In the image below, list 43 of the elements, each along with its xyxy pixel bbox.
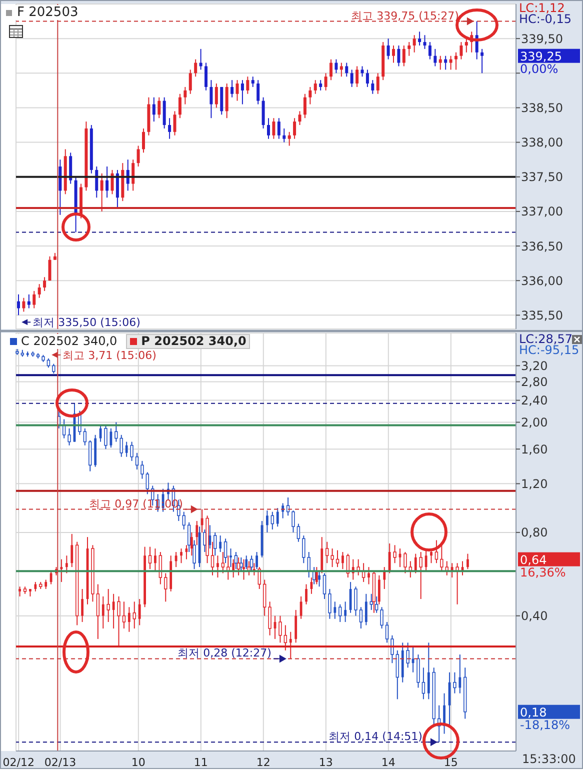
x-tick-label: 10 [131,756,146,769]
x-tick-label: 12 [256,756,270,769]
annotation: 최저 335,50 (15:06) [32,316,140,330]
y-tick-label: 338,50 [521,100,563,115]
text: HC:-0,15 [519,12,572,26]
text: LC:28,57 [519,332,572,346]
x-tick-label: 02/13 [44,756,76,769]
x-tick-label: 15 [444,756,458,769]
text: LC:1,12 [519,1,565,15]
y-tick-label: 1,20 [521,476,548,491]
text: 15:33:00 [522,752,576,766]
x-tick-label: 11 [194,756,208,769]
y-tick-label: 337,00 [521,204,563,219]
y-tick-label: 339,50 [521,32,563,46]
x-tick-label: 13 [318,756,333,769]
annotation: 최고 3,71 (15:06) [62,348,156,362]
text: HC:-95,15 [519,343,580,357]
annotation: 최저 0,14 (14:51) [328,730,422,744]
x-tick-label: 02/12 [2,756,34,769]
y-tick-label: 335,50 [521,308,563,322]
y-tick-label: 2,00 [521,416,548,430]
text: 0,18 [520,705,547,720]
annotation: 최고 339,75 (15:27) [351,9,459,22]
text: -18,18% [520,718,570,732]
chart-title: F 202503 [17,5,78,20]
text: 339,25 [520,49,562,64]
text: 16,36% [520,565,566,580]
y-tick-label: 338,00 [521,136,563,150]
x-tick-label: 14 [381,756,396,769]
legend-label: P 202502 340,0 [141,334,246,348]
y-tick-label: 2,40 [521,394,548,408]
annotation: 최저 0,28 (12:27) [178,646,272,660]
y-tick-label: 0,40 [521,609,548,624]
legend-label: C 202502 340,0 [21,334,118,348]
y-tick-label: 336,50 [521,239,563,254]
y-tick-label: 1,60 [521,442,548,456]
text: 0,00% [520,62,558,76]
y-tick-label: 2,80 [521,375,548,390]
text: 0,64 [520,552,547,567]
y-tick-label: 337,50 [521,170,563,184]
y-tick-label: 3,20 [521,358,548,373]
y-tick-label: 336,00 [521,274,563,288]
y-tick-label: 0,80 [521,526,548,540]
